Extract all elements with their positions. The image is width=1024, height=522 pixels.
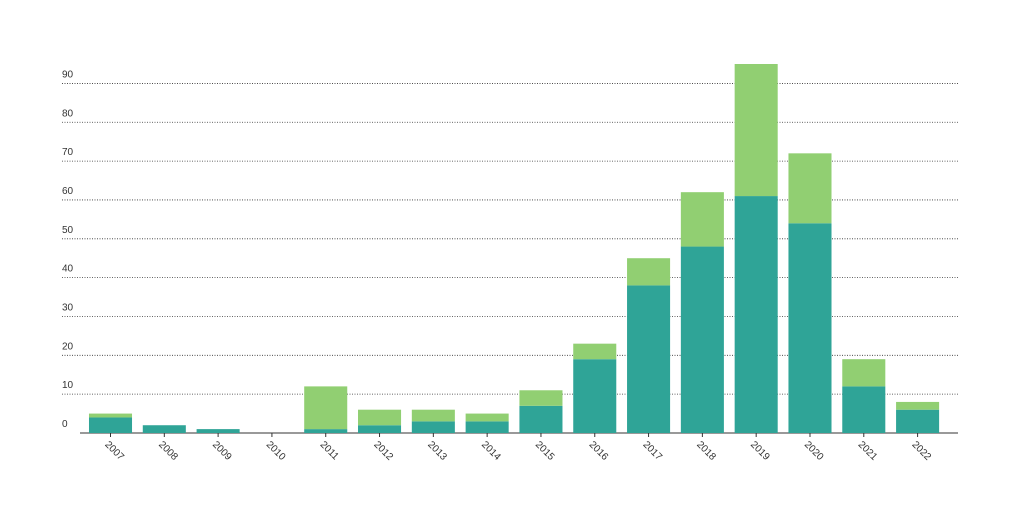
bar-segment (88, 413, 133, 418)
y-tick-label: 90 (62, 69, 74, 80)
bar-segment (573, 359, 617, 433)
x-tick-label: 2008 (156, 439, 180, 463)
x-tick-label: 2010 (264, 439, 288, 463)
y-tick-label: 10 (62, 380, 74, 391)
y-tick-label: 50 (62, 225, 74, 236)
bar-segment (411, 409, 455, 422)
bar-segment (142, 425, 186, 433)
bar-segment (680, 246, 724, 433)
bar-segment (896, 401, 940, 410)
bar-segment (358, 425, 402, 433)
x-tick-label: 2011 (318, 439, 341, 462)
x-tick-label: 2017 (640, 439, 664, 463)
bar-segment (304, 386, 348, 430)
x-tick-label: 2016 (587, 439, 611, 463)
bar-segment (788, 153, 832, 224)
y-tick-label: 30 (62, 302, 74, 313)
bar-segment (627, 285, 671, 433)
x-tick-label: 2009 (210, 439, 234, 463)
y-tick-label: 80 (62, 108, 74, 119)
bar-segment (465, 413, 509, 422)
bar-segment (896, 409, 940, 433)
y-tick-label: 20 (62, 341, 74, 352)
y-tick-label: 60 (62, 186, 74, 197)
bar-segment (196, 429, 240, 433)
bar-segment (465, 421, 509, 433)
bar-segment (573, 343, 617, 360)
bar-segment (304, 429, 348, 433)
bar-segment (734, 196, 778, 433)
x-tick-label: 2013 (425, 439, 449, 463)
x-tick-label: 2020 (802, 439, 826, 463)
x-tick-label: 2007 (102, 439, 126, 463)
x-tick-label: 2021 (856, 439, 880, 463)
x-tick-label: 2012 (371, 439, 395, 463)
bar-segment (734, 64, 778, 197)
bar-segment (519, 390, 563, 406)
bar-segment (519, 405, 563, 433)
bar-segment (627, 258, 671, 286)
bar-segment (358, 409, 402, 426)
x-tick-label: 2019 (748, 439, 772, 463)
y-tick-label: 70 (62, 147, 74, 158)
bar-segment (680, 192, 724, 247)
y-tick-label: 40 (62, 264, 74, 275)
bar-segment (842, 359, 886, 387)
bar-segment (411, 421, 455, 433)
y-tick-label: 0 (62, 419, 68, 430)
x-tick-label: 2014 (479, 439, 503, 463)
bar-segment (788, 223, 832, 433)
x-tick-label: 2018 (694, 439, 718, 463)
bar-segment (88, 417, 133, 433)
x-tick-label: 2015 (533, 439, 557, 463)
x-tick-label: 2022 (909, 439, 933, 463)
bar-segment (842, 386, 886, 433)
